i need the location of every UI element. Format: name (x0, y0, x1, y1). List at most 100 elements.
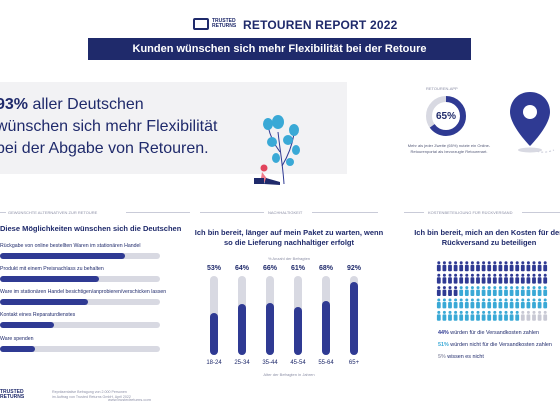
alternative-label: Ware spenden (0, 336, 34, 342)
person-icon (448, 286, 452, 296)
person-icon (453, 286, 458, 296)
person-icon (464, 298, 469, 309)
section-label-costs: KOSTENBETEILIGUNG FÜR RÜCKVERSAND (428, 210, 513, 215)
person-icon (464, 261, 469, 272)
bar-track (294, 276, 302, 355)
person-icon (436, 298, 441, 309)
bar-track (350, 276, 358, 355)
bar (266, 302, 274, 355)
person-icon (436, 261, 441, 272)
person-icon (504, 298, 508, 309)
footer-brand: TRUSTED RETURNS (0, 389, 25, 400)
person-icon (481, 286, 486, 296)
person-icon (442, 261, 447, 272)
bar-track (210, 276, 218, 355)
donut-label: RETOUREN-APP (426, 86, 458, 91)
person-icon (453, 261, 458, 272)
divider (312, 212, 378, 213)
person-icon (526, 298, 531, 309)
person-icon (504, 273, 508, 284)
person-icon (504, 310, 508, 321)
brand-name: TRUSTED RETURNS (212, 18, 237, 29)
age-tick-label: 55-64 (318, 360, 334, 366)
person-icon (459, 298, 464, 309)
sustainability-title: Ich bin bereit, länger auf mein Paket zu… (194, 228, 384, 247)
person-icon (543, 273, 548, 284)
divider (200, 212, 264, 213)
person-icon (459, 310, 464, 321)
person-icon (509, 261, 514, 272)
age-tick-label: 35-44 (262, 360, 278, 366)
footer-note: Repräsentative Befragung von 2.000 Perso… (52, 390, 131, 399)
bar-track (238, 276, 246, 355)
person-icon (492, 261, 497, 272)
person-icon (526, 273, 531, 284)
hero-stat: 93% (0, 96, 29, 113)
person-icon (459, 273, 464, 284)
person-icon (481, 273, 486, 284)
person-icon (464, 273, 469, 284)
person-icon (543, 298, 548, 309)
brand-logo: TRUSTED RETURNS (193, 18, 240, 30)
person-icon (481, 310, 486, 321)
alternative-bar-fill (0, 299, 88, 305)
person-icon (470, 310, 475, 321)
person-icon (537, 286, 542, 296)
person-icon (543, 286, 548, 296)
person-icon (453, 310, 458, 321)
person-icon (520, 273, 525, 284)
people-pictogram (436, 261, 548, 321)
person-icon (448, 273, 452, 284)
donut-chart: 65% (424, 94, 468, 138)
person-icon (532, 286, 536, 296)
person-icon (532, 310, 536, 321)
person-icon (487, 273, 492, 284)
bar (238, 304, 246, 355)
bar (294, 306, 302, 355)
bar (322, 301, 330, 355)
divider (522, 212, 560, 213)
location-pin-icon (510, 92, 555, 153)
person-icon (509, 298, 514, 309)
footer-url: www.trustedreturns.com (108, 397, 151, 402)
person-icon (498, 273, 503, 284)
alternative-bar-track (0, 276, 160, 282)
bar-value-label: 53% (206, 265, 221, 272)
person-icon (436, 273, 441, 284)
person-icon (492, 310, 497, 321)
person-icon (532, 273, 536, 284)
person-icon (442, 273, 447, 284)
bar-value-label: 64% (234, 265, 249, 272)
person-icon (520, 298, 525, 309)
person-icon (464, 286, 469, 296)
person-icon (448, 261, 452, 272)
hero-line-2: wünschen sich mehr Flexibilität (0, 118, 218, 135)
legend-unknown: 5% wissen es nicht (438, 354, 484, 360)
person-icon (476, 273, 480, 284)
alternative-bar-fill (0, 276, 100, 282)
donut-value: 65% (435, 110, 456, 122)
person-icon (492, 298, 497, 309)
person-icon (526, 286, 531, 296)
person-icon (442, 298, 447, 309)
person-icon (453, 273, 458, 284)
box-icon (193, 18, 209, 30)
person-icon (453, 298, 458, 309)
person-icon (448, 298, 452, 309)
person-with-plant-illustration (254, 115, 300, 185)
person-icon (509, 273, 514, 284)
person-icon (487, 261, 492, 272)
costs-title: Ich bin bereit, mich an den Kosten für d… (414, 228, 560, 247)
person-icon (520, 261, 525, 272)
person-icon (520, 310, 525, 321)
person-icon (509, 286, 514, 296)
person-icon (476, 298, 480, 309)
person-icon (436, 310, 441, 321)
hero-stat-box: 93% aller Deutschen wünschen sich mehr F… (0, 82, 347, 174)
person-icon (459, 261, 464, 272)
alternative-bar-fill (0, 322, 55, 328)
alternative-bar-track (0, 299, 160, 305)
section-label-alternatives: GEWÜNSCHTE ALTERNATIVEN ZUR RETOURE (8, 210, 98, 215)
headline-banner: Kunden wünschen sich mehr Flexibilität b… (88, 38, 471, 60)
person-icon (442, 286, 447, 296)
